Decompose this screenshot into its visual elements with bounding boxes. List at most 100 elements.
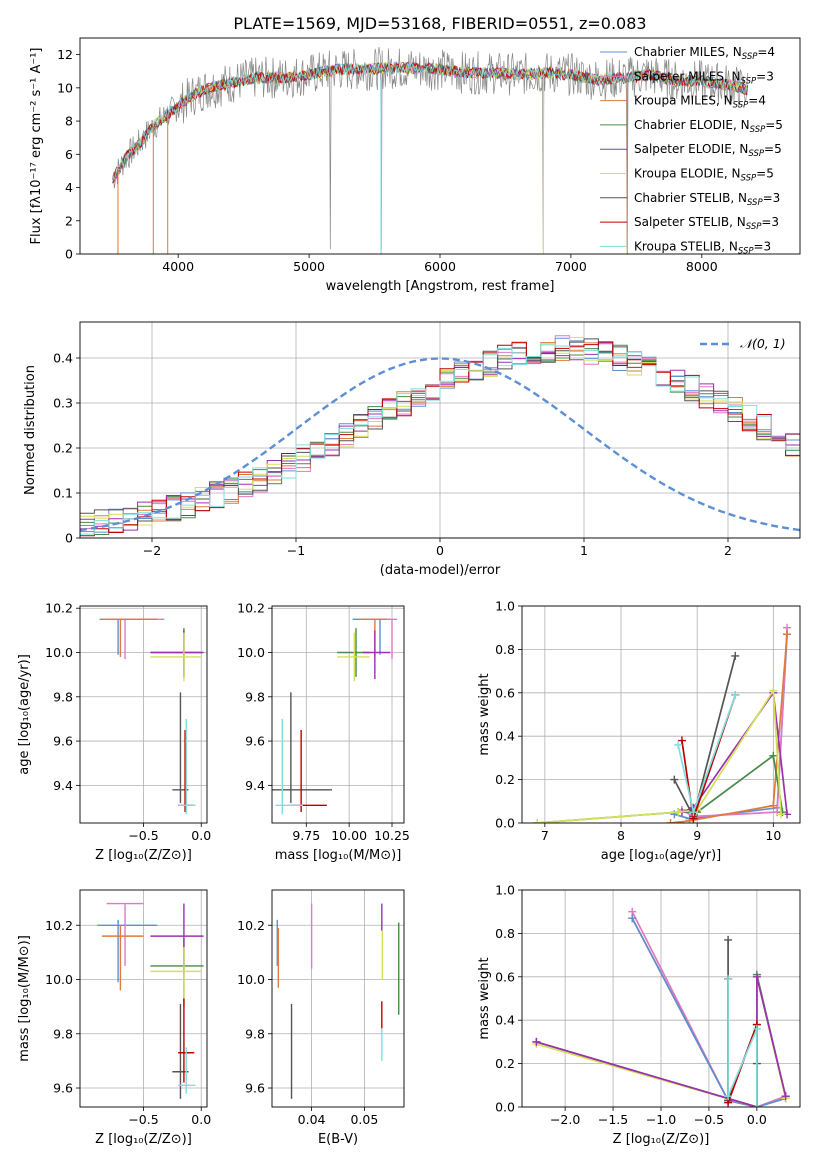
- mass-vs-Z-axes: −0.5 0.0 9.6 9.8 10.0 10.2 Z [log₁₀(Z/Z⊙)] mass…: [17, 890, 211, 1147]
- x-tick-label: −0.5: [694, 1112, 724, 1127]
- weight-marker: [752, 1024, 761, 1033]
- y-tick-label: 0.1: [53, 486, 73, 501]
- residual-histogram: [80, 338, 800, 522]
- x-tick-label: 7000: [555, 259, 587, 274]
- y-tick-label: 4: [65, 180, 73, 195]
- x-tick-label: −0.5: [128, 1112, 158, 1127]
- x-tick-label: 10.25: [374, 828, 410, 843]
- x-axis-label: (data-model)/error: [380, 563, 501, 578]
- plot-frame: [271, 605, 405, 824]
- weight-marker: [628, 914, 637, 923]
- x-tick-label: 0.0: [191, 1112, 211, 1127]
- x-tick-label: 0: [436, 543, 444, 558]
- y-tick-label: 12: [57, 47, 73, 62]
- weight-marker: [724, 1092, 733, 1101]
- age-vs-Z-errorbars: [99, 618, 204, 815]
- y-tick-label: 9.4: [245, 778, 265, 793]
- data-spectrum-line: [112, 47, 748, 250]
- x-tick-label: 1: [580, 543, 588, 558]
- weight-marker: [674, 740, 683, 749]
- legend-entry: Salpeter STELIB, NSSP=3: [634, 215, 779, 232]
- plot-frame: [521, 605, 801, 824]
- y-tick-label: 10.2: [237, 918, 265, 933]
- mass-vs-ebv-errorbars: [276, 903, 400, 1099]
- weight-line: [537, 687, 782, 823]
- weight-marker: [689, 808, 698, 817]
- y-axis-label: Normed distribution: [23, 365, 38, 495]
- x-tick-label: −0.5: [128, 828, 158, 843]
- y-tick-label: 9.8: [53, 689, 73, 704]
- x-tick-label: 9.75: [292, 828, 320, 843]
- residual-histogram: [80, 341, 800, 528]
- weight-marker: [752, 1103, 761, 1107]
- y-tick-label: 1.0: [495, 883, 515, 898]
- model-spectrum-line: [112, 61, 748, 181]
- x-tick-label: 8: [617, 828, 625, 843]
- y-tick-label: 0: [65, 531, 73, 546]
- y-tick-label: 9.6: [53, 734, 73, 749]
- legend-entry: Kroupa MILES, NSSP=4: [634, 94, 766, 111]
- x-tick-label: 8000: [686, 259, 718, 274]
- spectrum-lines: [112, 47, 748, 254]
- y-axis-label: mass weight: [477, 957, 492, 1039]
- y-tick-label: 0.2: [53, 441, 73, 456]
- weight-marker: [532, 1037, 541, 1046]
- y-tick-label: 0.2: [495, 1056, 515, 1071]
- legend-entry: Kroupa ELODIE, NSSP=5: [634, 167, 774, 184]
- y-tick-label: 9.6: [53, 1081, 73, 1096]
- spectrum-axes: 4000 5000 6000 7000 8000 0 2 4 6 8 10 12 wavelength …: [29, 47, 718, 294]
- weight-marker: [666, 819, 675, 823]
- weight-marker: [724, 935, 733, 944]
- y-tick-label: 0.6: [495, 685, 515, 700]
- y-tick-label: 0.4: [53, 351, 73, 366]
- y-tick-label: 2: [65, 213, 73, 228]
- residual-histogram: [80, 344, 800, 535]
- residuals-axes: −2 −1 0 1 2 0 0.1 0.2 0.3 0.4 (data-model)/error No…: [23, 322, 800, 578]
- y-tick-label: 0.4: [495, 1013, 515, 1028]
- y-tick-label: 10.2: [237, 601, 265, 616]
- x-tick-label: 0.04: [298, 1112, 326, 1127]
- y-tick-label: 0.4: [495, 729, 515, 744]
- model-spectrum-line: [112, 61, 748, 184]
- legend-entry: Chabrier MILES, NSSP=4: [634, 45, 775, 62]
- y-axis-label: age [log₁₀(age/yr)]: [17, 654, 32, 775]
- legend-entry: Kroupa STELIB, NSSP=3: [634, 239, 771, 256]
- spectrum-legend: Chabrier MILES, NSSP=4 Salpeter MILES, NS…: [600, 45, 783, 256]
- x-tick-label: 0.0: [747, 1112, 767, 1127]
- y-tick-label: 10.2: [45, 601, 73, 616]
- y-tick-label: 10.0: [45, 972, 73, 987]
- y-tick-label: 10.2: [45, 918, 73, 933]
- x-tick-label: 0.0: [191, 828, 211, 843]
- y-tick-label: 9.6: [245, 734, 265, 749]
- weight-marker: [769, 801, 778, 810]
- y-tick-label: 0.2: [495, 772, 515, 787]
- y-axis-label: mass [log₁₀(M/M⊙)]: [17, 935, 32, 1062]
- weight-marker: [533, 819, 542, 823]
- mass-vs-Z-errorbars: [97, 902, 204, 1099]
- x-tick-label: 10.00: [331, 828, 367, 843]
- y-tick-label: 0.0: [495, 1100, 515, 1115]
- legend-entry: Chabrier ELODIE, NSSP=5: [634, 118, 783, 135]
- age-vs-mass-errorbars: [272, 618, 398, 815]
- plot-frame: [79, 605, 208, 824]
- age-vs-Z-axes: −0.5 0.0 9.4 9.6 9.8 10.0 10.2 Z [log₁₀(Z/Z⊙)] a…: [17, 601, 211, 863]
- y-tick-label: 0.3: [53, 396, 73, 411]
- x-axis-label: Z [log₁₀(Z/Z⊙)]: [95, 1132, 192, 1147]
- y-tick-label: 8: [65, 114, 73, 129]
- plot-frame: [79, 889, 208, 1108]
- x-tick-label: −2: [143, 543, 161, 558]
- weight-marker: [731, 690, 740, 699]
- y-tick-label: 9.8: [245, 689, 265, 704]
- residual-histogram: [80, 337, 800, 533]
- x-tick-label: 9: [693, 828, 701, 843]
- weight-line: [727, 979, 758, 1107]
- normal-curve: [80, 357, 800, 532]
- x-tick-label: −1.5: [598, 1112, 628, 1127]
- figure-title: PLATE=1569, MJD=53168, FIBERID=0551, z=0…: [233, 14, 646, 33]
- residual-histogram: [80, 341, 800, 537]
- residual-histogram: [80, 342, 800, 531]
- x-axis-label: mass [log₁₀(M/M⊙)]: [275, 848, 402, 863]
- weight-marker: [677, 736, 686, 745]
- plot-frame: [79, 37, 801, 255]
